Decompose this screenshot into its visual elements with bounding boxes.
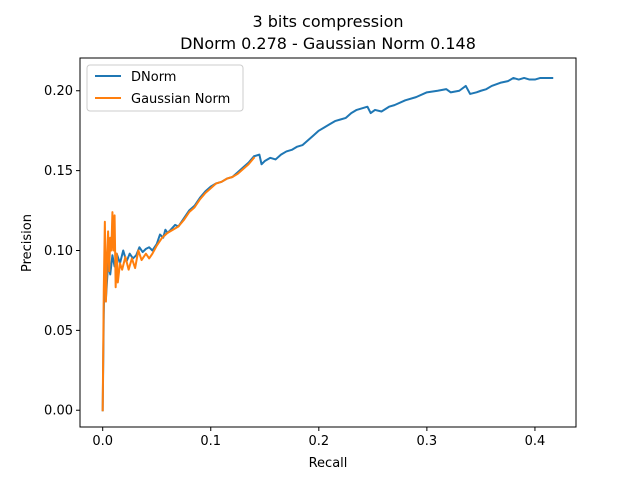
legend-label-gaussian-norm: Gaussian Norm bbox=[131, 92, 230, 107]
y-tick-label: 0.00 bbox=[44, 404, 73, 419]
legend-box bbox=[86, 64, 244, 112]
series-line-dnorm bbox=[101, 76, 554, 412]
y-tick-label: 0.10 bbox=[44, 244, 73, 259]
legend-label-dnorm: DNorm bbox=[131, 70, 176, 85]
series-layer bbox=[101, 76, 554, 412]
plot-frame bbox=[79, 57, 577, 428]
x-tick-label: 0.1 bbox=[200, 434, 221, 449]
y-tick-label: 0.20 bbox=[44, 84, 73, 99]
x-tick-label: 0.2 bbox=[308, 434, 329, 449]
x-tick-label: 0.4 bbox=[525, 434, 546, 449]
chart-subtitle: DNorm 0.278 - Gaussian Norm 0.148 bbox=[180, 34, 476, 53]
y-tick-label: 0.15 bbox=[44, 164, 73, 179]
x-tick-label: 0.0 bbox=[92, 434, 113, 449]
series-line-gaussian-norm bbox=[101, 156, 256, 412]
y-tick-label: 0.05 bbox=[44, 324, 73, 339]
legend: DNorm Gaussian Norm bbox=[86, 64, 244, 112]
y-axis-label: Precision bbox=[20, 214, 35, 272]
chart-title: 3 bits compression bbox=[252, 12, 403, 31]
ticks-layer: 0.0 0.1 0.2 0.3 0.4 0.00 0.05 0.10 0.15 0.20 bbox=[44, 84, 545, 449]
x-axis-label: Recall bbox=[309, 456, 348, 471]
x-tick-label: 0.3 bbox=[417, 434, 438, 449]
